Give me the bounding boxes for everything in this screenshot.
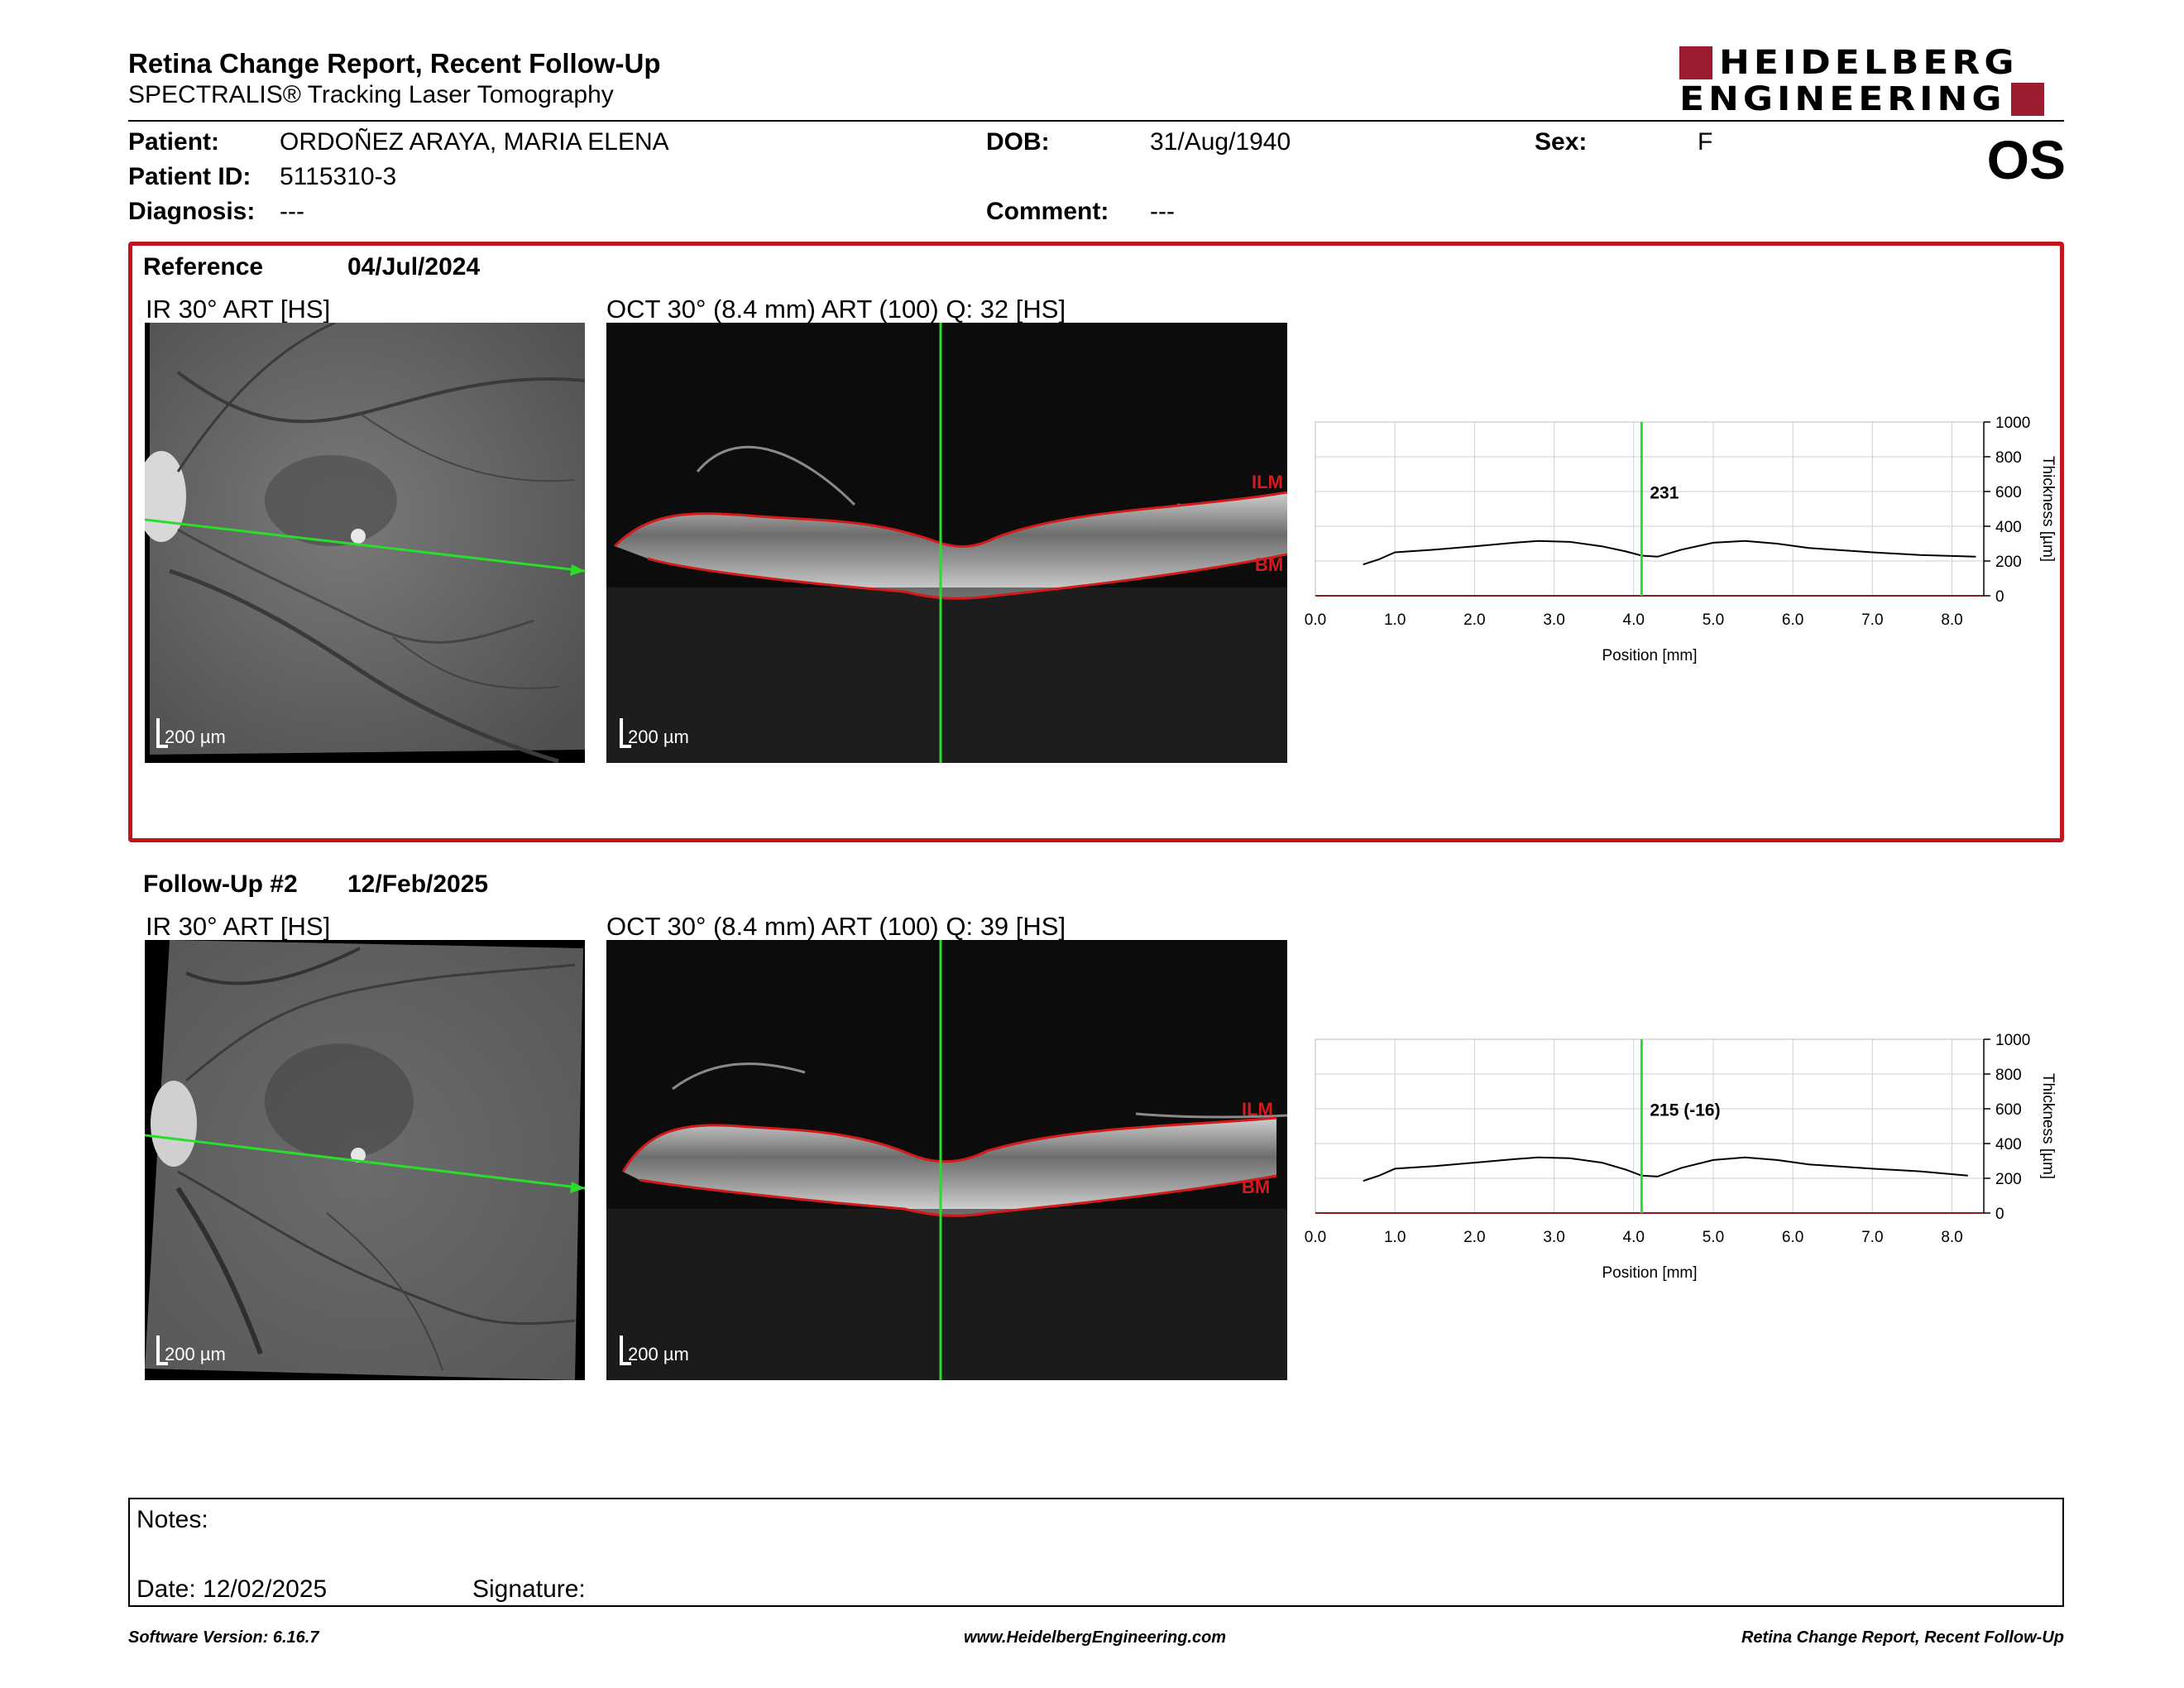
reference-date: 04/Jul/2024: [347, 253, 481, 281]
reference-thickness-chart: 0 200 400 600 800 1000 0.0 1.0 2.0 3.0 4.0 5.0 6.0 7.…: [1305, 415, 2057, 664]
report-subtitle: SPECTRALIS® Tracking Laser Tomography: [128, 81, 614, 108]
chart-xlabel: Position [mm]: [1602, 647, 1697, 664]
followup-ir-image: 200 µm: [145, 940, 585, 1380]
logo-square-icon: [2010, 83, 2044, 116]
chart-ytick-label: 0: [1995, 1206, 2004, 1223]
chart-ytick-label: 0: [1995, 588, 2004, 606]
chart-frame: [1315, 1038, 1985, 1214]
chart-ytick-label: 1000: [1995, 415, 2030, 432]
notes-date: Date: 12/02/2025: [136, 1575, 328, 1603]
report-title: Retina Change Report, Recent Follow-Up: [128, 48, 661, 79]
signature-label: Signature:: [472, 1575, 586, 1603]
reference-label: Reference: [143, 253, 264, 281]
comment-value: ---: [1150, 198, 1175, 225]
reference-bscan-svg: [606, 323, 1287, 763]
chart-xtick-label: 5.0: [1703, 1229, 1724, 1246]
followup-oct-title: OCT 30° (8.4 mm) ART (100) Q: 39 [HS]: [606, 912, 1066, 941]
patient-name: ORDOÑEZ ARAYA, MARIA ELENA: [280, 128, 669, 156]
chart-xtick-label: 3.0: [1543, 1229, 1564, 1246]
header-divider: [128, 120, 2064, 122]
diagnosis-value: ---: [280, 198, 304, 225]
chart-ytick-label: 800: [1995, 1067, 2022, 1084]
reference-oct-image: ILM BM 200 µm: [606, 323, 1287, 763]
followup-ilm-label: ILM: [1242, 1099, 1273, 1120]
followup-oct-image: ILM BM 200 µm: [606, 940, 1287, 1380]
chart-ytick-label: 200: [1995, 1171, 2022, 1188]
reference-ir-scalebar: 200 µm: [156, 718, 226, 748]
chart-xtick-label: 7.0: [1861, 611, 1883, 629]
chart-xtick-label: 6.0: [1782, 611, 1803, 629]
chart-marker-label: 231: [1650, 483, 1679, 502]
chart-ytick-label: 600: [1995, 484, 2022, 501]
eye-label: OS: [1986, 129, 2066, 190]
reference-oct-scalebar: 200 µm: [620, 718, 689, 748]
reference-frame: [128, 242, 2064, 842]
chart-ylabel: Thickness [µm]: [2039, 456, 2057, 562]
dob-label: DOB:: [986, 128, 1050, 156]
footer-report-name: Retina Change Report, Recent Follow-Up: [1741, 1628, 2064, 1647]
followup-thickness-chart: 0 200 400 600 800 1000 0.0 1.0 2.0 3.0 4.0 5.0 6.0 7.…: [1305, 1032, 2057, 1282]
logo-engineering: ENGINEERING: [1679, 79, 2044, 118]
comment-label: Comment:: [986, 198, 1109, 225]
followup-fundus-svg: [145, 940, 585, 1380]
logo-square-icon: [1679, 46, 1712, 79]
followup-bm-label: BM: [1242, 1177, 1271, 1197]
reference-ir-image: 200 µm: [145, 323, 585, 763]
followup-bscan-svg: [606, 940, 1287, 1380]
chart-marker-label: 215 (-16): [1650, 1101, 1720, 1120]
chart-xtick-label: 4.0: [1623, 1229, 1645, 1246]
reference-oct-title: OCT 30° (8.4 mm) ART (100) Q: 32 [HS]: [606, 295, 1066, 324]
chart-xtick-label: 7.0: [1861, 1229, 1883, 1246]
logo-text-line2: ENGINEERING: [1679, 79, 2006, 118]
followup-date: 12/Feb/2025: [347, 870, 489, 898]
chart-ytick-label: 400: [1995, 519, 2022, 536]
sex-label: Sex:: [1535, 128, 1588, 156]
chart-xtick-label: 6.0: [1782, 1229, 1803, 1246]
patient-label: Patient:: [128, 128, 220, 156]
followup-label: Follow-Up #2: [143, 870, 298, 898]
chart-ytick-label: 800: [1995, 449, 2022, 467]
footer-website[interactable]: www.HeidelbergEngineering.com: [964, 1628, 1227, 1647]
diagnosis-label: Diagnosis:: [128, 198, 256, 225]
followup-oct-scalebar: 200 µm: [620, 1336, 689, 1365]
chart-xtick-label: 0.0: [1305, 1229, 1326, 1246]
chart-xtick-label: 5.0: [1703, 611, 1724, 629]
chart-ytick-label: 600: [1995, 1101, 2022, 1119]
reference-ir-title: IR 30° ART [HS]: [146, 295, 331, 324]
patient-id-label: Patient ID:: [128, 163, 251, 190]
chart-series-line: [1363, 539, 1976, 566]
chart-xtick-label: 8.0: [1941, 611, 1962, 629]
chart-xlabel: Position [mm]: [1602, 1264, 1697, 1282]
patient-id-value: 5115310-3: [280, 163, 397, 190]
chart-xtick-label: 8.0: [1941, 1229, 1962, 1246]
chart-xtick-label: 3.0: [1543, 611, 1564, 629]
chart-ylabel: Thickness [µm]: [2039, 1073, 2057, 1179]
chart-xtick-label: 2.0: [1463, 1229, 1485, 1246]
sex-value: F: [1698, 128, 1713, 156]
logo-text-line1: HEIDELBERG: [1719, 43, 2019, 82]
followup-ir-title: IR 30° ART [HS]: [146, 912, 331, 941]
chart-ytick-label: 400: [1995, 1136, 2022, 1153]
reference-fundus-svg: [145, 323, 585, 763]
chart-xtick-label: 4.0: [1623, 611, 1645, 629]
chart-xtick-label: 1.0: [1384, 1229, 1406, 1246]
chart-ytick-label: 1000: [1995, 1032, 2030, 1049]
reference-ilm-label: ILM: [1252, 472, 1283, 492]
chart-xtick-label: 0.0: [1305, 611, 1326, 629]
logo-heidelberg: HEIDELBERG: [1679, 46, 2018, 79]
chart-series-line: [1363, 1156, 1968, 1182]
reference-bm-label: BM: [1255, 554, 1284, 575]
chart-frame: [1315, 421, 1985, 597]
footer-software-version: Software Version: 6.16.7: [128, 1628, 319, 1647]
dob-value: 31/Aug/1940: [1150, 128, 1291, 156]
chart-xtick-label: 2.0: [1463, 611, 1485, 629]
chart-xtick-label: 1.0: [1384, 611, 1406, 629]
followup-ir-scalebar: 200 µm: [156, 1336, 226, 1365]
chart-ytick-label: 200: [1995, 554, 2022, 571]
notes-box[interactable]: Notes: Date: 12/02/2025 Signature:: [128, 1498, 2064, 1607]
notes-label: Notes:: [136, 1506, 208, 1533]
